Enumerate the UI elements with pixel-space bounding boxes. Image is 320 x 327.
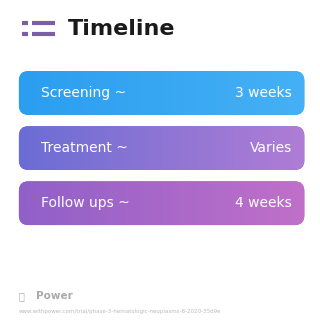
Text: www.withpower.com/trial/phase-3-hematologic-neoplasms-8-2020-35d9e: www.withpower.com/trial/phase-3-hematolo… (19, 309, 221, 315)
Text: Follow ups ~: Follow ups ~ (41, 196, 130, 210)
Text: 3 weeks: 3 weeks (235, 86, 292, 100)
FancyBboxPatch shape (19, 181, 304, 225)
Text: Screening ~: Screening ~ (41, 86, 126, 100)
FancyBboxPatch shape (19, 71, 304, 115)
Text: 4 weeks: 4 weeks (235, 196, 292, 210)
Text: ⏷: ⏷ (19, 291, 25, 301)
Text: Timeline: Timeline (68, 19, 175, 39)
Text: Power: Power (36, 291, 73, 301)
Text: Varies: Varies (249, 141, 292, 155)
FancyBboxPatch shape (19, 126, 304, 170)
Text: Treatment ~: Treatment ~ (41, 141, 128, 155)
